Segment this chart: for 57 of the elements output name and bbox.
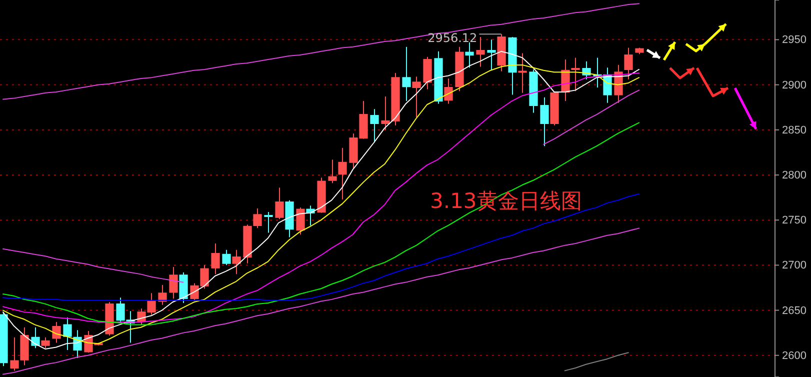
candlestick (540, 96, 549, 147)
candlestick (518, 52, 527, 94)
line-series (543, 90, 640, 145)
candlestick (285, 200, 294, 238)
candlestick (253, 208, 262, 229)
candlestick (412, 76, 421, 118)
line-series (2, 228, 640, 375)
y-tick-label: 2850 (782, 124, 806, 136)
candlestick (31, 326, 40, 349)
candlestick (497, 34, 506, 72)
candlestick (455, 46, 464, 92)
y-tick-label: 2600 (782, 350, 806, 362)
candlestick (624, 47, 633, 80)
candlestick (434, 50, 443, 104)
candlestick (402, 46, 411, 102)
line-series (2, 248, 184, 283)
candlestick (338, 147, 347, 200)
candlestick (635, 47, 644, 55)
y-tick-label: 2900 (782, 79, 806, 92)
candlestick (243, 224, 252, 264)
candlestick (529, 68, 538, 114)
candlestick (10, 336, 19, 372)
candlestick (222, 249, 231, 266)
candlestick (179, 272, 188, 304)
candlestick (550, 91, 559, 126)
candlestick (52, 321, 61, 344)
candlestick (465, 42, 474, 68)
candlestick (41, 336, 50, 349)
candlestick (63, 316, 72, 350)
candlestick (275, 187, 284, 220)
y-tick-label: 2800 (782, 169, 806, 182)
candlestick (264, 211, 273, 234)
candlestick (0, 312, 8, 367)
candlestick (444, 78, 453, 104)
candlestick (423, 56, 432, 90)
candlestick (211, 243, 220, 275)
annotation: 2956.12 (428, 31, 478, 46)
line-series (2, 122, 640, 326)
y-tick-label: 2700 (782, 260, 806, 272)
candlestick (105, 302, 114, 336)
candlestick (232, 249, 241, 275)
y-tick-label: 2950 (782, 34, 806, 46)
y-tick-label: 2750 (782, 214, 806, 227)
candlestick (328, 159, 337, 184)
candlestick (476, 36, 485, 68)
line-series (2, 3, 640, 100)
candlestick (370, 108, 379, 143)
candlestick (508, 36, 517, 96)
y-tick-label: 2650 (782, 304, 806, 317)
candlestick (317, 177, 326, 214)
line-series (564, 352, 629, 372)
candlestick (487, 39, 496, 70)
candlestick (169, 266, 178, 300)
candlestick (296, 206, 305, 235)
candlestick (571, 57, 580, 92)
candlestick (158, 284, 167, 306)
candlestick (20, 326, 29, 366)
